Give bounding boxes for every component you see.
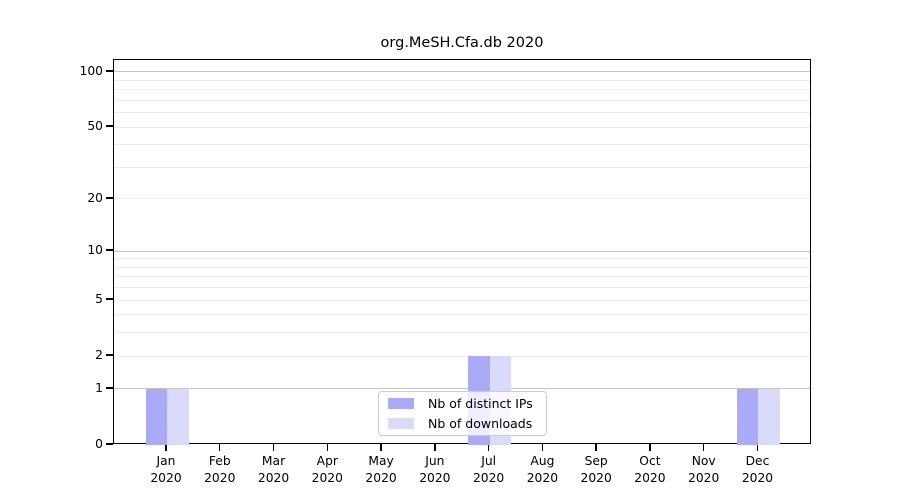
x-tick-label-year: 2020: [204, 470, 236, 485]
x-tick-label-year: 2020: [526, 470, 559, 485]
x-tick-label-month: Oct: [639, 454, 661, 468]
bar-downloads: [758, 388, 780, 445]
legend-label-downloads: Nb of downloads: [428, 416, 533, 431]
x-axis-tick: [326, 444, 328, 451]
chart-legend: Nb of distinct IPs Nb of downloads: [378, 391, 547, 436]
y-axis-tick: [106, 197, 113, 199]
legend-swatch-downloads-icon: [388, 418, 414, 429]
y-tick-label: 100: [79, 63, 103, 78]
x-tick-label-year: 2020: [634, 470, 666, 485]
x-tick-label-year: 2020: [741, 470, 774, 485]
y-axis-tick: [106, 354, 113, 356]
plot-area: [113, 59, 811, 445]
legend-label-distinct-ips: Nb of distinct IPs: [428, 396, 533, 411]
x-tick-label-year: 2020: [311, 470, 343, 485]
x-axis-tick: [165, 444, 167, 451]
x-axis-tick: [649, 444, 651, 451]
x-axis-tick: [595, 444, 597, 451]
x-tick-label-month: Jun: [425, 454, 445, 468]
x-tick-label-year: 2020: [419, 470, 451, 485]
x-axis-tick: [434, 444, 436, 451]
x-tick-label-month: Sep: [584, 454, 608, 468]
gridline-minor: [114, 314, 810, 316]
x-axis-tick: [272, 444, 275, 451]
gridline-minor: [114, 144, 810, 146]
x-axis-tick: [756, 444, 759, 451]
x-axis-tick: [219, 444, 221, 451]
x-tick-label-year: 2020: [150, 470, 182, 485]
x-tick-label-month: Dec: [745, 454, 770, 468]
y-axis-tick: [106, 387, 113, 389]
gridline-minor: [114, 266, 810, 268]
gridline-minor: [114, 287, 810, 289]
gridline-minor: [114, 89, 810, 91]
x-tick-label-year: 2020: [472, 470, 505, 485]
x-tick-label-year: 2020: [688, 470, 720, 485]
y-axis-tick: [106, 125, 113, 127]
gridline-major: [114, 71, 810, 73]
y-tick-label: 1: [95, 380, 103, 395]
x-axis-tick: [703, 444, 705, 451]
x-tick-label: Oct 2020: [617, 453, 683, 486]
y-tick-label: 20: [87, 190, 103, 205]
x-tick-label-month: Apr: [316, 454, 338, 468]
y-axis-tick: [106, 70, 113, 72]
x-axis-tick: [541, 444, 544, 451]
x-tick-label: Dec 2020: [724, 453, 790, 486]
x-tick-label: Feb 2020: [187, 453, 253, 486]
x-tick-label: Jun 2020: [402, 453, 468, 486]
legend-entry-downloads: Nb of downloads: [388, 415, 546, 432]
x-tick-label: Nov 2020: [671, 453, 737, 486]
x-tick-label-month: Jan: [156, 454, 176, 468]
gridline-major: [114, 250, 810, 252]
x-tick-label: Jan 2020: [133, 453, 199, 486]
x-tick-label-month: Aug: [530, 454, 555, 468]
y-tick-label: 2: [95, 348, 103, 363]
gridline-minor: [114, 258, 810, 260]
y-tick-label: 10: [87, 243, 103, 258]
bar-downloads: [167, 388, 189, 445]
x-tick-label-month: Nov: [691, 454, 716, 468]
y-tick-label: 5: [95, 292, 103, 307]
x-axis-tick: [380, 444, 382, 451]
y-axis-tick: [106, 298, 113, 300]
chart-title: org.MeSH.Cfa.db 2020: [380, 35, 544, 51]
y-axis-tick: [106, 443, 113, 445]
gridline-minor: [114, 355, 810, 357]
x-tick-label-year: 2020: [257, 470, 290, 485]
gridline-minor: [114, 198, 810, 200]
x-tick-label: Sep 2020: [563, 453, 629, 486]
gridline-minor: [114, 126, 810, 128]
legend-swatch-distinct-ips-icon: [388, 398, 414, 409]
x-tick-label: Aug 2020: [509, 453, 575, 486]
bar-distinct-ips: [145, 388, 167, 445]
gridline-minor: [114, 276, 810, 278]
x-tick-label-month: Feb: [208, 454, 231, 468]
x-tick-label: Mar 2020: [241, 453, 307, 486]
y-tick-label: 50: [87, 119, 103, 134]
x-tick-label: Jul 2020: [456, 453, 522, 486]
x-tick-label-year: 2020: [580, 470, 612, 485]
x-tick-label: Apr 2020: [294, 453, 360, 486]
y-axis-tick: [106, 249, 113, 251]
gridline-minor: [114, 332, 810, 334]
gridline-minor: [114, 79, 810, 81]
y-tick-label: 0: [95, 437, 103, 451]
gridline-minor: [114, 166, 810, 168]
x-axis-tick: [487, 444, 490, 451]
gridline-major: [114, 388, 810, 390]
gridline-minor: [114, 299, 810, 301]
x-tick-label-month: Mar: [261, 454, 286, 468]
gridline-minor: [114, 99, 810, 101]
legend-entry-distinct-ips: Nb of distinct IPs: [388, 395, 546, 412]
x-tick-label-year: 2020: [365, 470, 397, 485]
bar-distinct-ips: [736, 388, 759, 445]
gridline-minor: [114, 112, 810, 114]
x-tick-label: May 2020: [348, 453, 414, 486]
x-tick-label-month: Jul: [481, 454, 497, 468]
x-tick-label-month: May: [368, 454, 394, 468]
